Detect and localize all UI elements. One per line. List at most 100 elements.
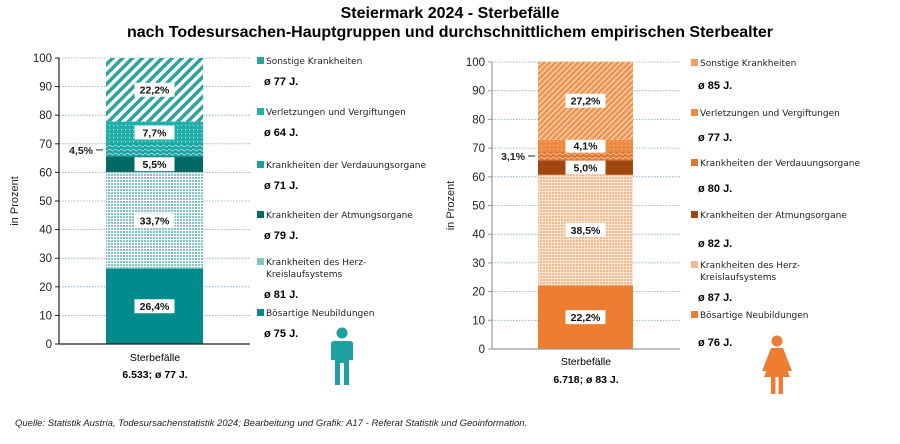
- legend-label: Krankheiten des Herz- Kreislaufsystems: [266, 258, 367, 280]
- legend-label: Bösartige Neubildungen: [266, 309, 375, 319]
- data-label-box: [134, 299, 175, 314]
- y-tick-label: 50: [39, 196, 52, 208]
- y-axis-label: in Prozent: [9, 176, 21, 226]
- data-label-box: [565, 93, 606, 108]
- y-tick-label: 10: [472, 315, 485, 327]
- data-label-box: [134, 213, 175, 228]
- legend-item: Sonstige Krankheiten: [257, 56, 362, 68]
- data-label: 27,2%: [571, 96, 601, 108]
- male-person-icon: [331, 327, 353, 385]
- bar-segment: [538, 151, 633, 161]
- legend-item: Bösartige Neubildungen: [691, 310, 809, 322]
- legend-item: Sonstige Krankheiten: [691, 58, 796, 70]
- legend-item: Krankheiten der Atmungsorgane: [257, 210, 413, 222]
- data-label-box: [134, 125, 175, 140]
- y-tick-label: 70: [472, 143, 485, 155]
- legend-age: ø 77 J.: [264, 76, 299, 88]
- y-tick-label: 60: [472, 172, 485, 184]
- legend-swatch: [691, 311, 698, 318]
- y-tick-label: 90: [472, 86, 485, 98]
- data-label-box: [565, 223, 606, 238]
- legend-label: Krankheiten der Atmungsorgane: [700, 211, 847, 221]
- data-label: 22,2%: [571, 312, 601, 324]
- legend-age: ø 82 J.: [698, 238, 733, 250]
- legend-age: ø 80 J.: [698, 183, 733, 195]
- legend-label: Krankheiten der Verdauungsorgane: [700, 159, 861, 169]
- y-tick-label: 20: [472, 287, 485, 299]
- legend-swatch: [691, 109, 698, 116]
- data-label: 26,4%: [140, 301, 170, 313]
- data-label: 38,5%: [571, 225, 601, 237]
- legend-age: ø 76 J.: [698, 337, 733, 349]
- x-summary-male: 6.533; ø 77 J.: [122, 369, 188, 381]
- x-category-label-male: Sterbefälle: [129, 352, 181, 364]
- y-tick-label: 40: [39, 225, 52, 237]
- legend-swatch: [257, 108, 264, 115]
- legend-swatch: [691, 211, 698, 218]
- data-label-box: [565, 310, 606, 325]
- y-axis-label: in Prozent: [445, 181, 457, 231]
- data-label: 7,7%: [143, 128, 168, 140]
- female-person-icon: [762, 335, 792, 394]
- legend-swatch: [691, 261, 698, 268]
- y-tick-label: 80: [472, 114, 485, 126]
- y-tick-label: 90: [39, 82, 52, 94]
- legend-item: Verletzungen und Vergiftungen: [691, 108, 840, 120]
- legend-item: Krankheiten der Atmungsorgane: [691, 210, 847, 222]
- legend-label: Verletzungen und Vergiftungen: [266, 108, 406, 118]
- legend-age: ø 64 J.: [264, 127, 299, 139]
- legend-age: ø 75 J.: [264, 328, 299, 340]
- y-tick-label: 50: [472, 201, 485, 213]
- data-label-box: [134, 82, 175, 97]
- data-label: 4,1%: [574, 141, 599, 153]
- y-tick-label: 80: [39, 110, 52, 122]
- data-label-box: [134, 157, 175, 172]
- data-label-box: [565, 160, 606, 175]
- y-tick-label: 0: [479, 344, 485, 356]
- data-label: 4,5%: [69, 145, 94, 157]
- legend-swatch: [257, 57, 264, 64]
- legend-swatch: [257, 161, 264, 168]
- source-note: Quelle: Statistik Austria, Todesursachen…: [15, 418, 528, 429]
- legend-item: Krankheiten des Herz- Kreislaufsystems: [691, 260, 800, 284]
- data-label: 22,2%: [140, 85, 170, 97]
- x-summary-female: 6.718; ø 83 J.: [553, 374, 619, 386]
- legend-swatch: [257, 258, 264, 265]
- legend-age: ø 77 J.: [698, 132, 733, 144]
- data-label-box: [565, 138, 606, 153]
- y-tick-label: 40: [472, 229, 485, 241]
- legend-item: Krankheiten der Verdauungsorgane: [257, 160, 426, 172]
- bar-segment: [106, 143, 203, 157]
- legend-label: Bösartige Neubildungen: [700, 311, 809, 321]
- data-label: 5,0%: [574, 163, 599, 175]
- legend-item: Bösartige Neubildungen: [257, 308, 375, 320]
- y-tick-label: 10: [39, 310, 52, 322]
- y-tick-label: 0: [46, 339, 52, 351]
- legend-swatch: [257, 309, 264, 316]
- legend-label: Krankheiten der Atmungsorgane: [266, 211, 413, 221]
- legend-age: ø 85 J.: [698, 80, 733, 92]
- legend-age: ø 87 J.: [698, 292, 733, 304]
- data-label: 5,5%: [143, 159, 168, 171]
- y-tick-label: 30: [472, 258, 485, 270]
- data-label: 3,1%: [501, 151, 526, 163]
- legend-label: Verletzungen und Vergiftungen: [700, 109, 840, 119]
- legend-swatch: [691, 159, 698, 166]
- y-tick-label: 60: [39, 167, 52, 179]
- y-tick-label: 20: [39, 282, 52, 294]
- y-tick-label: 70: [39, 139, 52, 151]
- chart-male: 0 10 20 30 40 50 60 70 80 90 100 in Prozent 26,4% 33,…: [9, 53, 250, 351]
- legend-label: Sonstige Krankheiten: [266, 57, 363, 67]
- legend-age: ø 81 J.: [264, 289, 299, 301]
- legend-swatch: [257, 211, 264, 218]
- y-tick-label: 30: [39, 253, 52, 265]
- legend-label: Sonstige Krankheiten: [700, 59, 797, 69]
- chart-female: 0 10 20 30 40 50 60 70 80 90 100 in Prozent 22,2% 38,…: [445, 57, 680, 356]
- data-label: 33,7%: [140, 215, 170, 227]
- legend-age: ø 71 J.: [264, 180, 299, 192]
- y-tick-label: 100: [466, 57, 485, 69]
- legend-item: Krankheiten des Herz- Kreislaufsystems: [257, 257, 366, 281]
- legend-item: Krankheiten der Verdauungsorgane: [691, 158, 860, 170]
- chart-title: Steiermark 2024 - Sterbefälle: [340, 5, 560, 22]
